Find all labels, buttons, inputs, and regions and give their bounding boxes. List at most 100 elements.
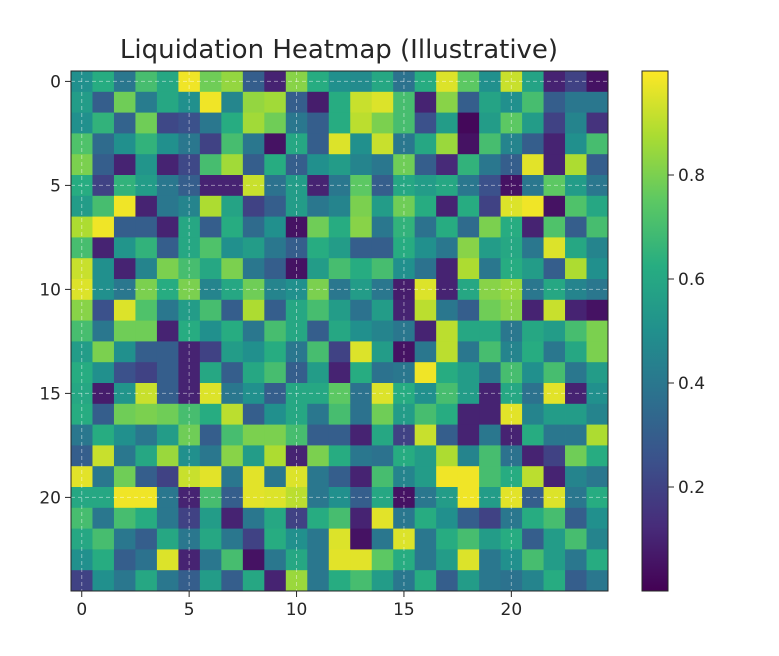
heatmap-cell [350, 383, 373, 405]
heatmap-cell [565, 424, 587, 446]
heatmap-cell [479, 133, 501, 155]
heatmap-cell [285, 403, 308, 425]
heatmap-cell [328, 424, 351, 446]
heatmap-cell [199, 487, 222, 509]
heatmap-cell [586, 154, 609, 176]
heatmap-cell [371, 133, 394, 155]
heatmap-cell [307, 362, 330, 384]
heatmap-cell [457, 154, 480, 176]
heatmap-cell [113, 445, 136, 467]
heatmap-cell [393, 299, 416, 321]
heatmap-cell [156, 362, 179, 384]
heatmap-cell [371, 258, 394, 280]
heatmap-cell [479, 299, 501, 321]
heatmap-cell [113, 570, 136, 592]
heatmap-cell [393, 507, 416, 529]
heatmap-cell [543, 320, 566, 342]
heatmap-cell [479, 112, 501, 134]
colorbar-tick-label: 0.2 [678, 478, 705, 498]
heatmap-cell [586, 91, 609, 113]
heatmap-cell [414, 133, 437, 155]
heatmap-cell [71, 279, 93, 301]
heatmap-cell [586, 216, 609, 238]
heatmap-cell [178, 154, 201, 176]
heatmap-cell [71, 216, 93, 238]
heatmap-cell [264, 216, 287, 238]
heatmap-cell [199, 549, 222, 571]
heatmap-cell [71, 466, 93, 488]
heatmap-cell [92, 91, 115, 113]
heatmap-cell [393, 133, 416, 155]
heatmap-cell [436, 195, 459, 217]
heatmap-cell [371, 175, 394, 197]
heatmap-cell [221, 445, 244, 467]
heatmap-cell [199, 258, 222, 280]
heatmap-cell [565, 341, 587, 363]
heatmap-cell [436, 91, 459, 113]
heatmap-cell [307, 299, 330, 321]
heatmap-cell [350, 71, 373, 93]
heatmap-cell [135, 71, 158, 93]
heatmap-cell [135, 258, 158, 280]
heatmap-cell [156, 424, 179, 446]
heatmap-cell [457, 299, 480, 321]
heatmap-cell [586, 195, 609, 217]
heatmap-cell [479, 487, 501, 509]
heatmap-cell [221, 403, 244, 425]
heatmap-cell [543, 133, 566, 155]
heatmap-cell [393, 403, 416, 425]
heatmap-cell [135, 154, 158, 176]
plot-frame [70, 70, 609, 592]
heatmap-cells [71, 71, 609, 592]
heatmap-cell [285, 133, 308, 155]
heatmap-cell [135, 320, 158, 342]
heatmap-cell [479, 362, 501, 384]
heatmap-cell [565, 237, 587, 259]
heatmap-cell [285, 112, 308, 134]
heatmap-cell [479, 195, 501, 217]
heatmap-cell [285, 237, 308, 259]
heatmap-cell [113, 341, 136, 363]
heatmap-cell [178, 279, 201, 301]
heatmap-cell [328, 445, 351, 467]
heatmap-cell [307, 154, 330, 176]
heatmap-cell [414, 237, 437, 259]
heatmap-cell [307, 570, 330, 592]
heatmap-cell [586, 112, 609, 134]
heatmap-cell [113, 487, 136, 509]
heatmap-cell [414, 216, 437, 238]
heatmap-cell [113, 112, 136, 134]
heatmap-cell [565, 528, 587, 550]
heatmap-cell [135, 216, 158, 238]
heatmap-cell [500, 487, 523, 509]
heatmap-cell [543, 528, 566, 550]
heatmap-cell [71, 71, 93, 93]
heatmap-cell [371, 570, 394, 592]
heatmap-cell [71, 341, 93, 363]
heatmap-cell [328, 570, 351, 592]
heatmap-cell [285, 466, 308, 488]
heatmap-cell [113, 507, 136, 529]
heatmap-cell [328, 320, 351, 342]
heatmap-cell [543, 383, 566, 405]
heatmap-cell [543, 237, 566, 259]
y-axis: 0 5 10 15 20 [39, 72, 71, 508]
heatmap-cell [457, 112, 480, 134]
heatmap-cell [221, 362, 244, 384]
heatmap-cell [307, 487, 330, 509]
heatmap-cell [113, 383, 136, 405]
heatmap-cell [221, 112, 244, 134]
heatmap-cell [264, 71, 287, 93]
heatmap-cell [586, 403, 609, 425]
heatmap-cell [479, 237, 501, 259]
heatmap-cell [371, 445, 394, 467]
heatmap-cell [457, 487, 480, 509]
heatmap-cell [242, 258, 265, 280]
heatmap-cell [436, 528, 459, 550]
heatmap-cell [371, 549, 394, 571]
heatmap-cell [71, 383, 93, 405]
heatmap-cell [221, 424, 244, 446]
heatmap-cell [522, 195, 544, 217]
heatmap-cell [414, 445, 437, 467]
heatmap-cell [479, 91, 501, 113]
